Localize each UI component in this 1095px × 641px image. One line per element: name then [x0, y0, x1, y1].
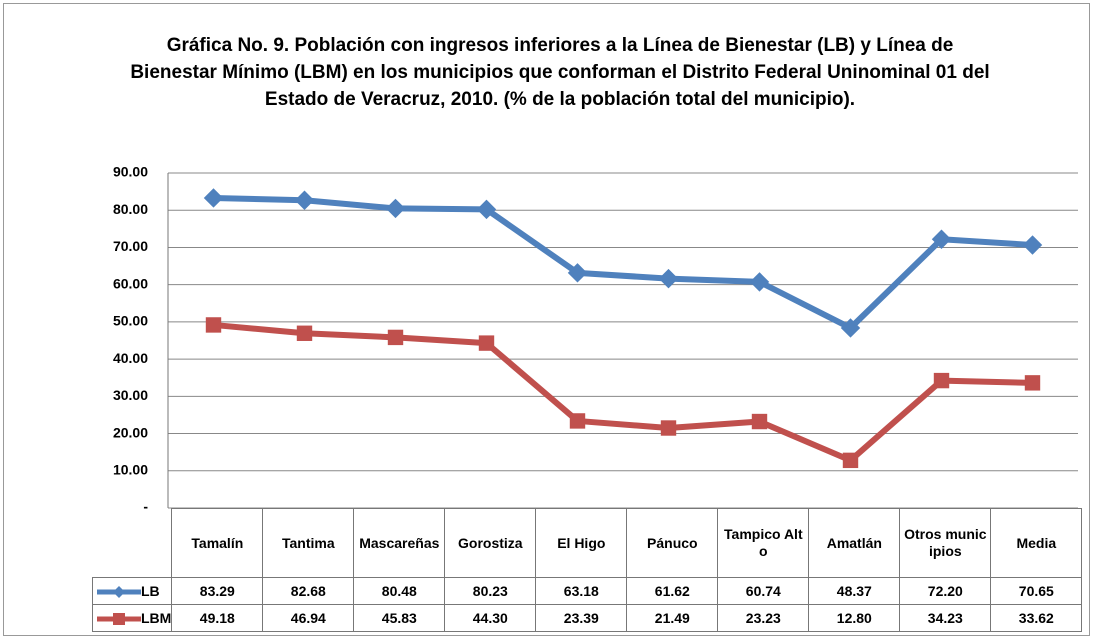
marker	[658, 268, 679, 289]
marker	[1024, 375, 1041, 391]
data-cell: 45.83	[353, 604, 446, 632]
data-cell: 49.18	[171, 604, 264, 632]
x-tick-label: Pánuco	[626, 508, 719, 578]
marker	[931, 229, 952, 249]
data-cell: 70.65	[990, 577, 1083, 605]
series-line	[213, 194, 1033, 331]
marker	[842, 452, 859, 469]
legend-key	[97, 613, 141, 626]
y-tick-label: 10.00	[113, 461, 148, 477]
chart-border	[3, 3, 1090, 636]
legend-label: LBM	[141, 609, 172, 626]
data-cell: 46.94	[262, 604, 355, 632]
legend-marker	[113, 586, 125, 599]
data-table: Tamalín Tantima Mascareñas Gorostiza El Higo…	[91, 508, 1083, 632]
table-corner	[92, 508, 173, 578]
data-cell: 23.39	[535, 604, 628, 632]
x-tick-label: Media	[990, 508, 1083, 578]
marker	[205, 317, 222, 333]
data-cell: 12.80	[808, 604, 901, 632]
y-tick-label: 50.00	[113, 313, 148, 329]
y-tick-label: 20.00	[113, 424, 148, 440]
marker	[476, 199, 497, 220]
x-tick-label: Tamalín	[171, 508, 264, 578]
marker	[660, 420, 677, 436]
y-tick-label: 90.00	[113, 164, 148, 180]
data-cell: 83.29	[171, 577, 264, 605]
series-line	[213, 321, 1033, 464]
y-tick-label: -	[143, 499, 148, 515]
data-cell: 72.20	[899, 577, 992, 605]
y-tick-label: 80.00	[113, 201, 148, 217]
legend-label: LB	[141, 582, 160, 599]
marker	[567, 263, 588, 283]
data-cell: 48.37	[808, 577, 901, 605]
data-cell: 63.18	[535, 577, 628, 605]
x-tick-label: El Higo	[535, 508, 628, 578]
x-tick-label: Otros municipios	[899, 508, 992, 578]
y-tick-label: 40.00	[113, 350, 148, 366]
data-cell: 34.23	[899, 604, 992, 632]
chart-title: Gráfica No. 9. Población con ingresos in…	[130, 35, 990, 110]
data-cell: 60.74	[717, 577, 810, 605]
legend-key	[97, 586, 141, 599]
marker	[1022, 235, 1043, 255]
data-cell: 21.49	[626, 604, 719, 632]
y-tick-label: 60.00	[113, 275, 148, 291]
x-tick-label: Tantima	[262, 508, 355, 578]
marker	[296, 325, 313, 341]
data-cell: 23.23	[717, 604, 810, 632]
marker	[933, 372, 950, 389]
legend-entry: LBM	[91, 604, 173, 632]
marker	[478, 335, 495, 351]
legend-marker	[113, 613, 125, 626]
legend-entry: LB	[91, 577, 173, 605]
marker	[294, 190, 315, 210]
x-tick-label: Gorostiza	[444, 508, 537, 578]
y-tick-label: 70.00	[113, 238, 148, 254]
x-tick-label: Mascareñas	[353, 508, 446, 578]
data-cell: 61.62	[626, 577, 719, 605]
data-cell: 82.68	[262, 577, 355, 605]
marker	[751, 413, 768, 430]
y-tick-label: 30.00	[113, 387, 148, 403]
x-tick-label: Amatlán	[808, 508, 901, 578]
data-cell: 80.23	[444, 577, 537, 605]
marker	[569, 413, 586, 429]
marker	[749, 272, 770, 292]
x-tick-label: Tampico Alto	[717, 508, 810, 578]
marker	[387, 329, 404, 346]
data-cell: 33.62	[990, 604, 1083, 632]
data-cell: 80.48	[353, 577, 446, 605]
marker	[203, 188, 224, 208]
marker	[385, 198, 406, 219]
data-cell: 44.30	[444, 604, 537, 632]
marker	[840, 318, 861, 338]
